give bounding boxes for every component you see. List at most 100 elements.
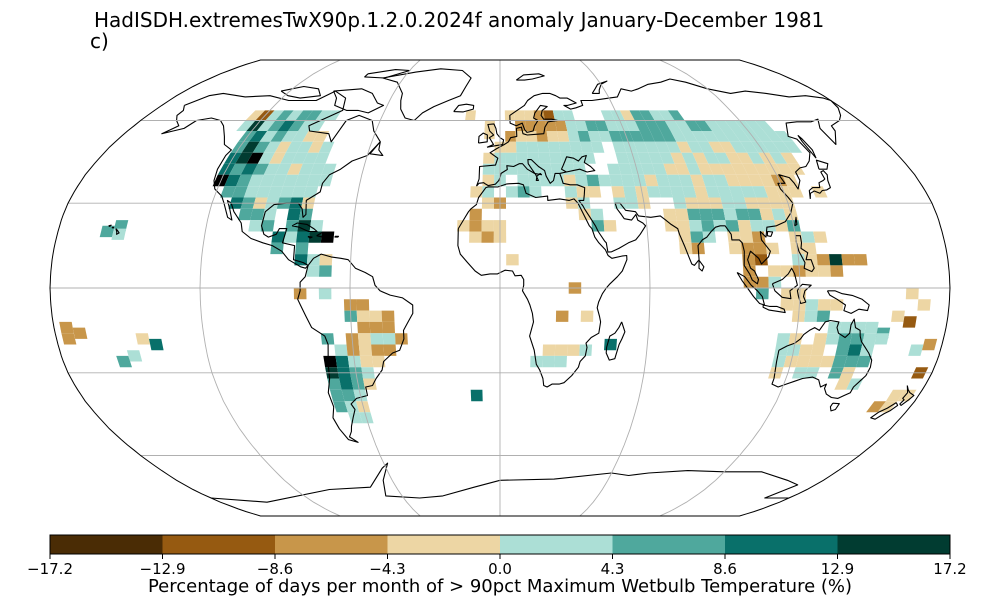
- coastline: [762, 304, 786, 314]
- grid-cell: [372, 355, 386, 368]
- coastline: [829, 402, 840, 412]
- coastline: [771, 318, 873, 399]
- grid-cell: [72, 327, 88, 339]
- coastline: [515, 73, 545, 81]
- colorbar-tick-label: −12.9: [140, 560, 186, 578]
- grid-cell: [648, 110, 665, 121]
- grid-cell: [830, 299, 844, 311]
- grid-cell: [648, 152, 664, 164]
- grid-cell: [293, 288, 307, 300]
- grid-cell: [674, 120, 692, 131]
- grid-cell: [281, 131, 299, 142]
- grid-cell: [816, 310, 831, 322]
- grid-cell: [618, 163, 633, 175]
- grid-cell: [235, 152, 253, 164]
- coastline: [161, 90, 381, 269]
- grid-cell: [61, 333, 77, 345]
- grid-cell: [780, 299, 794, 311]
- grid-cell: [667, 174, 682, 187]
- grid-cell: [629, 131, 645, 142]
- grid-cell: [600, 110, 615, 121]
- grid-cell: [708, 163, 725, 175]
- colorbar-bin: [837, 535, 951, 554]
- grid-cell: [550, 163, 564, 175]
- grid-cell: [240, 163, 258, 175]
- coastline: [826, 290, 870, 314]
- grid-cell: [269, 152, 286, 164]
- coastline: [591, 80, 608, 94]
- grid-cell: [246, 152, 264, 164]
- grid-cell: [740, 141, 759, 153]
- grid-cell: [236, 174, 253, 187]
- grid-cell: [633, 141, 649, 153]
- grid-cell: [692, 152, 709, 164]
- grid-cell: [267, 186, 283, 198]
- grid-cell: [252, 163, 269, 175]
- grid-cell: [759, 174, 776, 187]
- grid-cell: [891, 310, 905, 322]
- grid-cell: [902, 316, 917, 328]
- grid-cell: [329, 389, 345, 402]
- grid-cell: [835, 344, 850, 356]
- grid-cell: [252, 141, 271, 153]
- colorbar-tick-label: 0.0: [488, 560, 512, 578]
- grid-cell: [771, 355, 787, 368]
- grid-cell: [810, 186, 828, 198]
- grid-cell: [908, 344, 924, 356]
- grid-cell: [238, 208, 253, 221]
- grid-cell: [604, 338, 617, 351]
- grid-cell: [747, 208, 762, 221]
- grid-cell: [327, 378, 342, 390]
- grid-cell: [813, 231, 828, 243]
- grid-cell: [654, 120, 671, 131]
- grid-cell: [567, 131, 581, 142]
- grid-cell: [369, 310, 383, 322]
- grid-cell: [315, 110, 333, 121]
- grid-cell: [560, 152, 574, 164]
- grid-cell: [524, 110, 535, 121]
- coastline: [771, 267, 798, 300]
- grid-cell: [481, 231, 494, 243]
- grid-cell: [644, 120, 661, 131]
- grid-cell: [719, 141, 737, 153]
- grid-cell: [776, 163, 794, 175]
- grid-cell: [334, 344, 348, 356]
- grid-cell: [307, 141, 324, 153]
- grid-cell: [678, 174, 694, 187]
- grid-cell: [341, 389, 356, 402]
- grid-cell: [737, 220, 752, 232]
- grid-cell: [291, 152, 308, 164]
- grid-cell: [736, 174, 753, 187]
- grid-cell: [762, 220, 777, 232]
- grid-cell: [609, 174, 624, 187]
- grid-cell: [549, 152, 562, 164]
- grid-cell: [866, 401, 886, 413]
- grid-cell: [335, 355, 350, 368]
- grid-cell: [701, 174, 717, 187]
- grid-cell: [662, 208, 677, 221]
- grid-cell: [529, 186, 542, 198]
- grid-cell: [713, 174, 729, 187]
- grid-cell: [852, 321, 867, 334]
- grid-cell: [285, 220, 299, 232]
- grid-cell: [774, 220, 789, 232]
- grid-cell: [905, 288, 919, 300]
- grid-cell: [739, 231, 754, 243]
- grid-cell: [516, 163, 529, 175]
- colorbar-bin: [162, 535, 276, 554]
- grid-cell: [780, 152, 799, 164]
- grid-cell: [525, 131, 538, 142]
- grid-cell: [505, 131, 516, 142]
- grid-cell: [224, 174, 241, 187]
- grid-cell: [245, 110, 265, 121]
- grid-cell: [382, 321, 395, 334]
- grid-cell: [714, 152, 731, 164]
- grid-cell: [576, 186, 590, 198]
- grid-cell: [371, 344, 385, 356]
- grid-cell: [660, 131, 677, 142]
- grid-cell: [644, 141, 660, 153]
- grid-cell: [285, 110, 304, 121]
- grid-cell: [318, 174, 333, 187]
- grid-cell: [111, 228, 127, 240]
- grid-cell: [294, 174, 310, 187]
